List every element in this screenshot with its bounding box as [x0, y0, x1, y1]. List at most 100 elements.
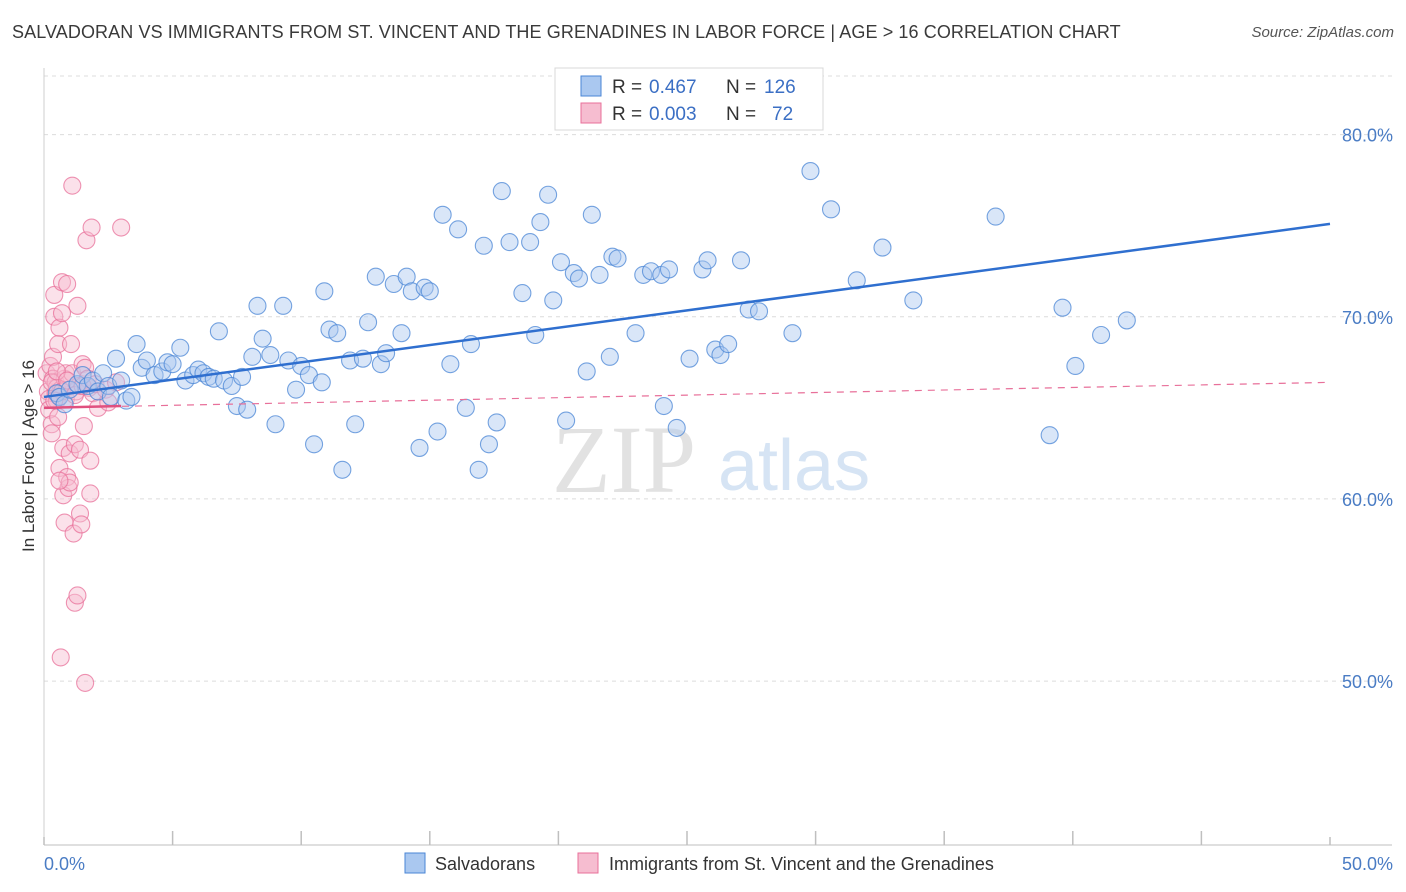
immigrant-point [63, 176, 82, 195]
salvadoran-point [500, 233, 519, 252]
salvadoran-point [163, 355, 182, 374]
salvadoran-point [479, 435, 499, 454]
salvadoran-point [189, 360, 208, 379]
immigrant-point [42, 415, 61, 434]
legend-n-value: 72 [772, 104, 793, 125]
salvadoran-point [693, 260, 712, 279]
immigrant-point [76, 673, 95, 692]
salvadoran-trend-line [43, 222, 1331, 399]
y-tick-label: 70.0% [1342, 308, 1393, 328]
salvadoran-point [641, 262, 661, 281]
immigrant-point [61, 335, 81, 354]
immigrant-point [74, 417, 93, 436]
salvadoran-point [392, 324, 411, 343]
salvadoran-point [608, 249, 627, 268]
salvadoran-point [626, 324, 645, 343]
series-legend-label: Salvadorans [435, 854, 535, 874]
watermark: ZIP atlas [552, 406, 870, 513]
salvadoran-point [539, 185, 558, 204]
salvadoran-point [366, 267, 385, 286]
salvadoran-point [441, 355, 460, 374]
salvadoran-point [1066, 356, 1085, 376]
salvadoran-point [487, 413, 506, 432]
immigrant-point [42, 424, 61, 443]
salvadoran-point [410, 438, 429, 457]
legend-n-value: 126 [764, 77, 796, 98]
immigrant-point [50, 318, 69, 337]
salvadoran-point [469, 460, 488, 479]
immigrant-point [58, 274, 77, 294]
salvadoran-point [428, 422, 447, 441]
salvadoran-point [590, 265, 609, 284]
legend-n-label: N = [726, 77, 756, 98]
salvadoran-point [449, 220, 468, 239]
legend-n-label: N = [726, 104, 756, 125]
salvadoran-point [359, 313, 378, 332]
y-tick-label: 80.0% [1342, 126, 1393, 146]
salvadoran-point [274, 296, 293, 315]
salvadoran-point [1117, 311, 1136, 330]
watermark-zip: ZIP [552, 406, 696, 513]
salvadoran-point [420, 282, 439, 301]
immigrant-point [52, 304, 72, 323]
series-legend: Salvadorans Immigrants from St. Vincent … [404, 852, 994, 874]
salvadoran-point [73, 366, 92, 385]
salvadoran-point [253, 329, 272, 348]
salvadoran-point [557, 411, 576, 430]
immigrant-point [50, 471, 69, 490]
salvadoran-point [117, 391, 136, 410]
series-legend-swatch-immigrants [577, 852, 599, 874]
salvadoran-point [783, 324, 802, 343]
x-tick-label: 50.0% [1342, 854, 1393, 874]
chart-title: SALVADORAN VS IMMIGRANTS FROM ST. VINCEN… [12, 22, 1121, 42]
salvadoran-point [101, 387, 120, 406]
salvadoran-point [986, 207, 1005, 226]
salvadoran-point [749, 302, 769, 321]
legend-r-value: 0.003 [649, 104, 697, 125]
salvadoran-point [315, 282, 334, 301]
immigrant-trend-extension [43, 381, 1331, 409]
source-credit: Source: ZipAtlas.com [1251, 24, 1394, 41]
salvadoran-point [680, 349, 699, 368]
salvadoran-point [564, 264, 583, 283]
immigrant-point [51, 648, 70, 667]
salvadoran-point [904, 291, 923, 310]
salvadoran-point [847, 271, 866, 290]
series-legend-swatch-salvadorans [404, 852, 426, 874]
legend-swatch-immigrants [580, 102, 602, 124]
salvadoran-point [569, 269, 589, 288]
salvadoran-point [1092, 325, 1111, 345]
salvadoran-point [551, 253, 571, 272]
immigrant-point [68, 296, 87, 315]
salvadoran-point [600, 347, 619, 366]
salvadoran-point [582, 205, 601, 224]
salvadoran-point [415, 278, 434, 297]
series-legend-label: Immigrants from St. Vincent and the Gren… [609, 854, 994, 874]
immigrant-point [68, 586, 87, 605]
salvadoran-point [127, 335, 146, 354]
salvadoran-point [731, 251, 751, 270]
immigrant-point [81, 451, 100, 470]
salvadoran-point [544, 291, 563, 310]
salvadoran-point [106, 349, 126, 368]
salvadoran-point [371, 355, 390, 374]
salvadoran-point [346, 415, 365, 434]
salvadoran-point [659, 260, 679, 279]
salvadoran-point [531, 213, 550, 232]
salvadoran-point [137, 351, 156, 370]
salvadoran-point [305, 435, 324, 454]
salvadoran-point [266, 415, 285, 434]
legend-r-value: 0.467 [649, 77, 697, 98]
y-tick-label: 50.0% [1342, 672, 1393, 692]
salvadoran-point [328, 324, 347, 343]
salvadoran-point [171, 338, 190, 357]
salvadoran-point [232, 367, 252, 386]
salvadoran-point [456, 398, 475, 417]
salvadoran-point [801, 162, 820, 181]
salvadoran-point [521, 233, 540, 252]
salvadoran-point [821, 200, 841, 219]
y-axis-title: In Labor Force | Age > 16 [19, 360, 38, 552]
trend-lines [43, 222, 1331, 410]
salvadoran-point [227, 396, 246, 416]
